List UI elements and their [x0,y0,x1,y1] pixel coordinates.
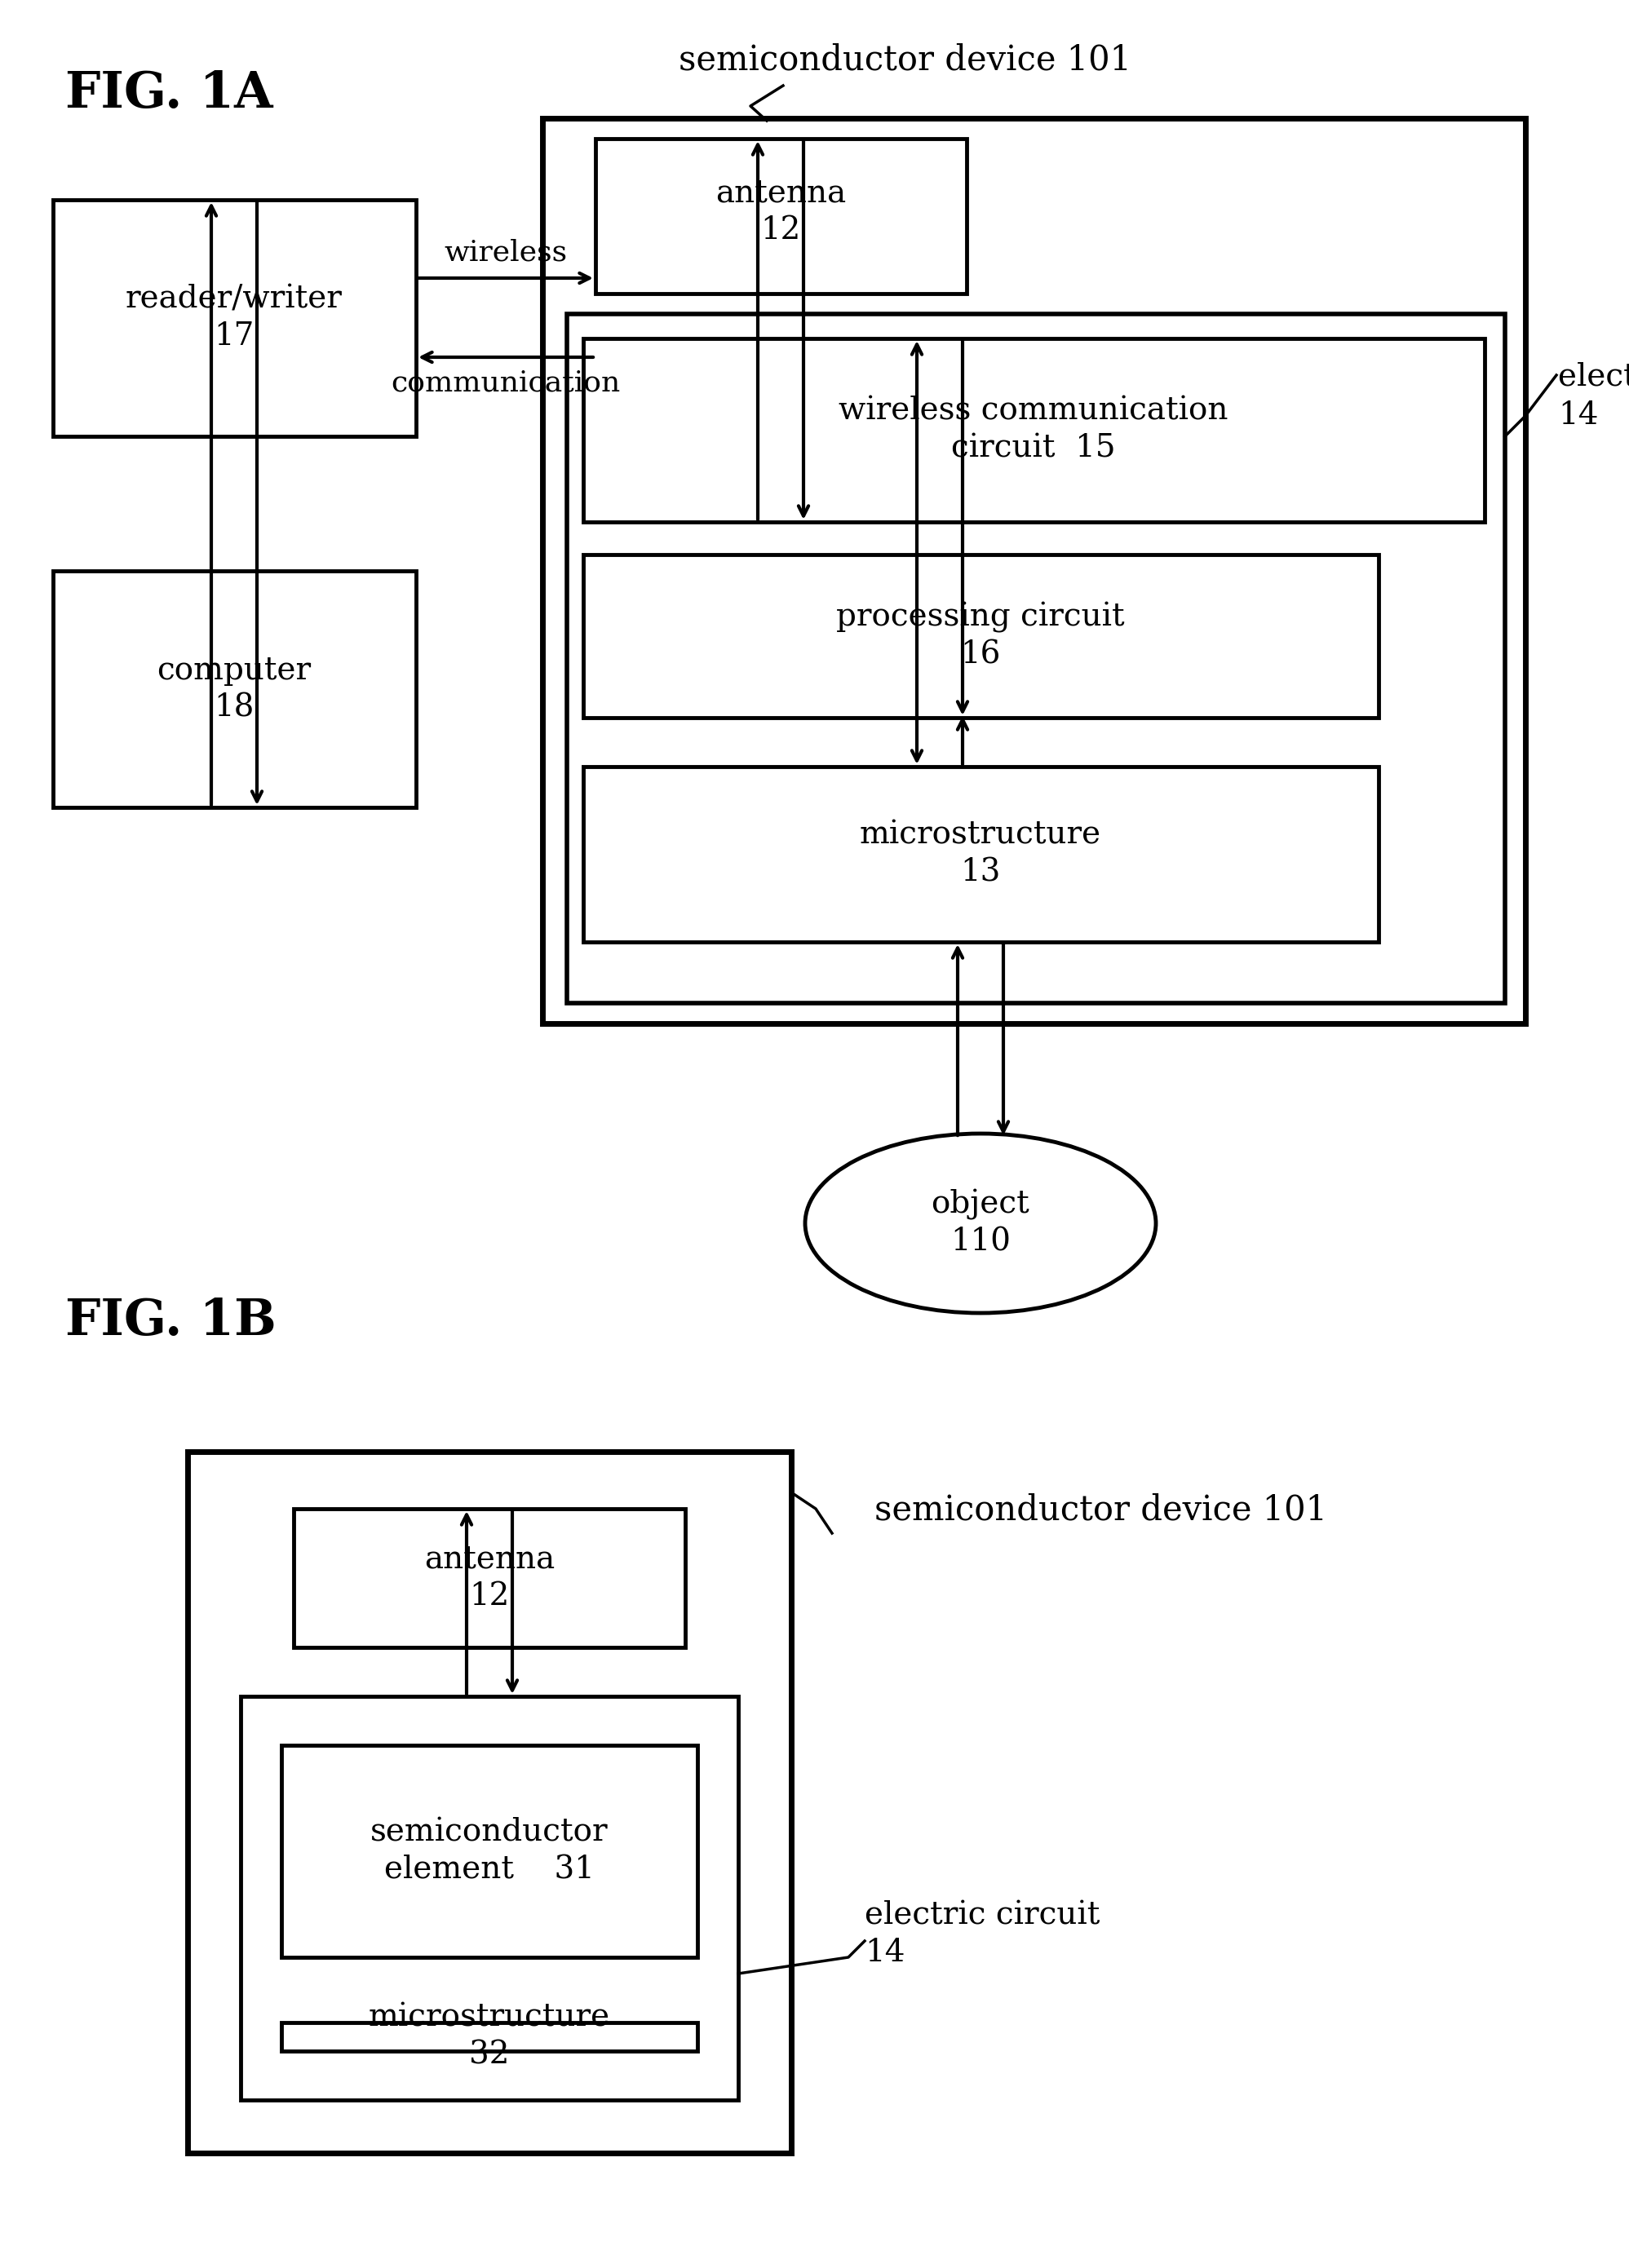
Bar [54,200,415,435]
Bar [596,138,966,293]
Bar [583,767,1378,941]
Text: antenna
12: antenna 12 [424,1545,555,1613]
Text: microstructure
13: microstructure 13 [860,821,1101,887]
Bar [583,338,1484,522]
Text: FIG. 1A: FIG. 1A [65,70,274,118]
Bar [567,313,1505,1002]
Text: electric circuit
14: electric circuit 14 [1557,363,1629,431]
Text: semiconductor
element    31: semiconductor element 31 [370,1817,608,1885]
Text: communication: communication [391,370,621,397]
Text: microstructure
32: microstructure 32 [368,2003,611,2071]
Text: antenna
12: antenna 12 [715,179,845,245]
Text: reader/writer
17: reader/writer 17 [125,284,342,352]
Text: wireless communication
circuit  15: wireless communication circuit 15 [839,397,1228,463]
Text: semiconductor device 101: semiconductor device 101 [679,43,1132,77]
Text: semiconductor device 101: semiconductor device 101 [875,1492,1328,1526]
Bar [583,556,1378,717]
Bar [187,1452,792,2152]
Text: object
110: object 110 [932,1188,1030,1256]
Text: wireless: wireless [445,238,567,265]
Bar [542,118,1525,1023]
Text: processing circuit
16: processing circuit 16 [836,601,1124,671]
Ellipse shape [805,1134,1157,1313]
Bar [282,1746,697,1957]
Text: computer
18: computer 18 [156,655,311,723]
Bar [282,2023,697,2050]
Bar [293,1508,686,1647]
Bar [241,1696,738,2100]
Bar [54,572,415,807]
Text: FIG. 1B: FIG. 1B [65,1297,277,1345]
Text: electric circuit
14: electric circuit 14 [865,1901,1100,1969]
